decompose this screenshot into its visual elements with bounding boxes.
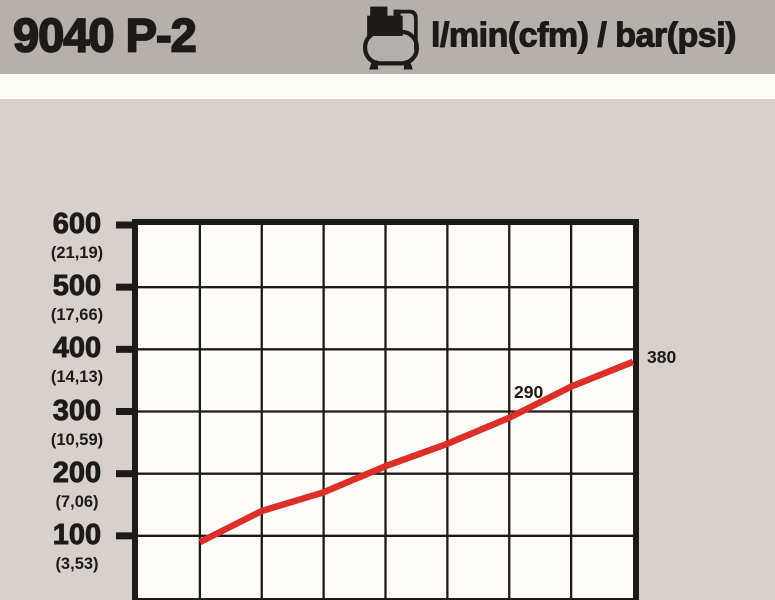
compressor-motor [367,15,403,36]
units-label: l/min(cfm) / bar(psi) [430,16,737,55]
y-tick-lmin: 300 [52,395,102,427]
curve-annotation-290: 290 [514,382,544,402]
y-axis-label: 300 (10,59) [14,395,140,449]
compressor-tank [362,29,420,66]
y-tick-lmin: 600 [52,208,102,240]
y-axis-label: 100 (3,53) [14,519,140,573]
air-compressor-icon [362,6,420,70]
compressor-leg-left [369,60,379,70]
y-tick-cfm: (3,53) [55,555,99,573]
y-tick-lmin: 500 [52,270,102,302]
model-title: 9040 P-2 [12,7,198,62]
y-tick-lmin: 100 [52,519,102,551]
y-axis-label: 200 (7,06) [14,457,140,511]
y-axis-label: 400 (14,13) [14,332,140,386]
compressor-pipe [399,9,418,51]
chart-panel: 600 (21,19) 500 (17,66) 400 (14,13) 300 … [0,99,775,600]
compressor-cylinder [370,6,388,18]
y-tick-cfm: (17,66) [50,306,104,324]
compressor-leg-right [403,60,413,70]
y-tick-cfm: (7,06) [55,493,99,511]
plot-svg [116,219,639,600]
compressor-outlet [393,9,401,18]
y-axis-label: 500 (17,66) [14,270,140,324]
header-bar: 9040 P-2 l/min(cfm) / bar(psi) [0,0,775,74]
divider-band [0,74,775,99]
curve-annotation-380: 380 [647,347,677,367]
y-tick-lmin: 400 [52,332,102,364]
y-tick-cfm: (21,19) [50,244,104,262]
y-axis-label: 600 (21,19) [14,208,140,262]
y-tick-lmin: 200 [52,457,102,489]
y-tick-cfm: (14,13) [50,368,104,386]
y-tick-cfm: (10,59) [50,431,104,449]
